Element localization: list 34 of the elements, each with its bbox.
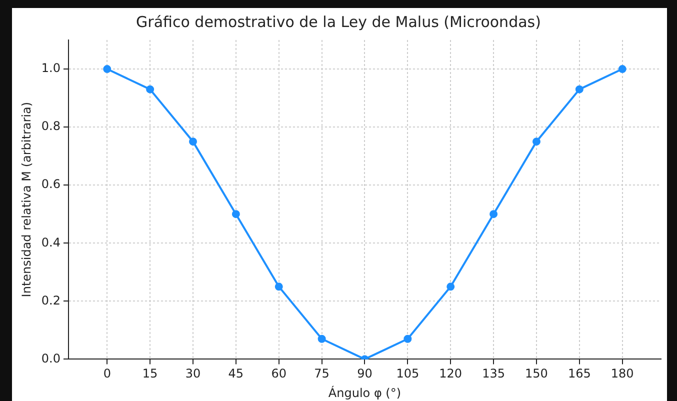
x-tick-label: 15 — [142, 366, 158, 381]
y-tick-label: 0.2 — [41, 293, 60, 308]
x-tick-label: 105 — [396, 366, 420, 381]
y-tick-label: 0.0 — [41, 351, 60, 366]
x-tick-label: 165 — [568, 366, 591, 381]
point — [146, 85, 154, 94]
y-tick-label: 0.6 — [41, 177, 60, 192]
point — [575, 85, 584, 94]
point — [274, 282, 283, 291]
point — [103, 65, 112, 74]
x-tick-label: 60 — [271, 366, 287, 381]
x-tick-label: 120 — [439, 366, 462, 381]
point — [232, 210, 240, 218]
y-tick-label: 1.0 — [41, 61, 60, 76]
x-tick-label: 150 — [525, 366, 548, 381]
x-tick-label: 135 — [482, 366, 506, 381]
point — [446, 282, 455, 291]
point — [189, 138, 197, 146]
x-tick-label: 30 — [185, 366, 201, 381]
point — [318, 334, 326, 343]
point — [404, 334, 412, 343]
x-tick-label: 180 — [610, 366, 634, 381]
point — [618, 65, 626, 74]
y-tick-label: 0.4 — [41, 235, 60, 250]
x-tick-label: 45 — [228, 366, 244, 381]
chart-title: Gráfico demostrativo de la Ley de Malus (Microondas) — [136, 12, 541, 31]
point — [532, 138, 540, 146]
x-axis-title: Ángulo φ (°) — [328, 384, 402, 400]
x-tick-label: 0 — [103, 366, 111, 381]
x-tick-label: 75 — [314, 366, 330, 381]
x-tick-label: 90 — [357, 366, 372, 381]
point — [490, 210, 498, 218]
y-tick-label: 0.8 — [41, 119, 60, 134]
y-axis-title: Intensidad relativa M (arbitraria) — [19, 102, 34, 298]
